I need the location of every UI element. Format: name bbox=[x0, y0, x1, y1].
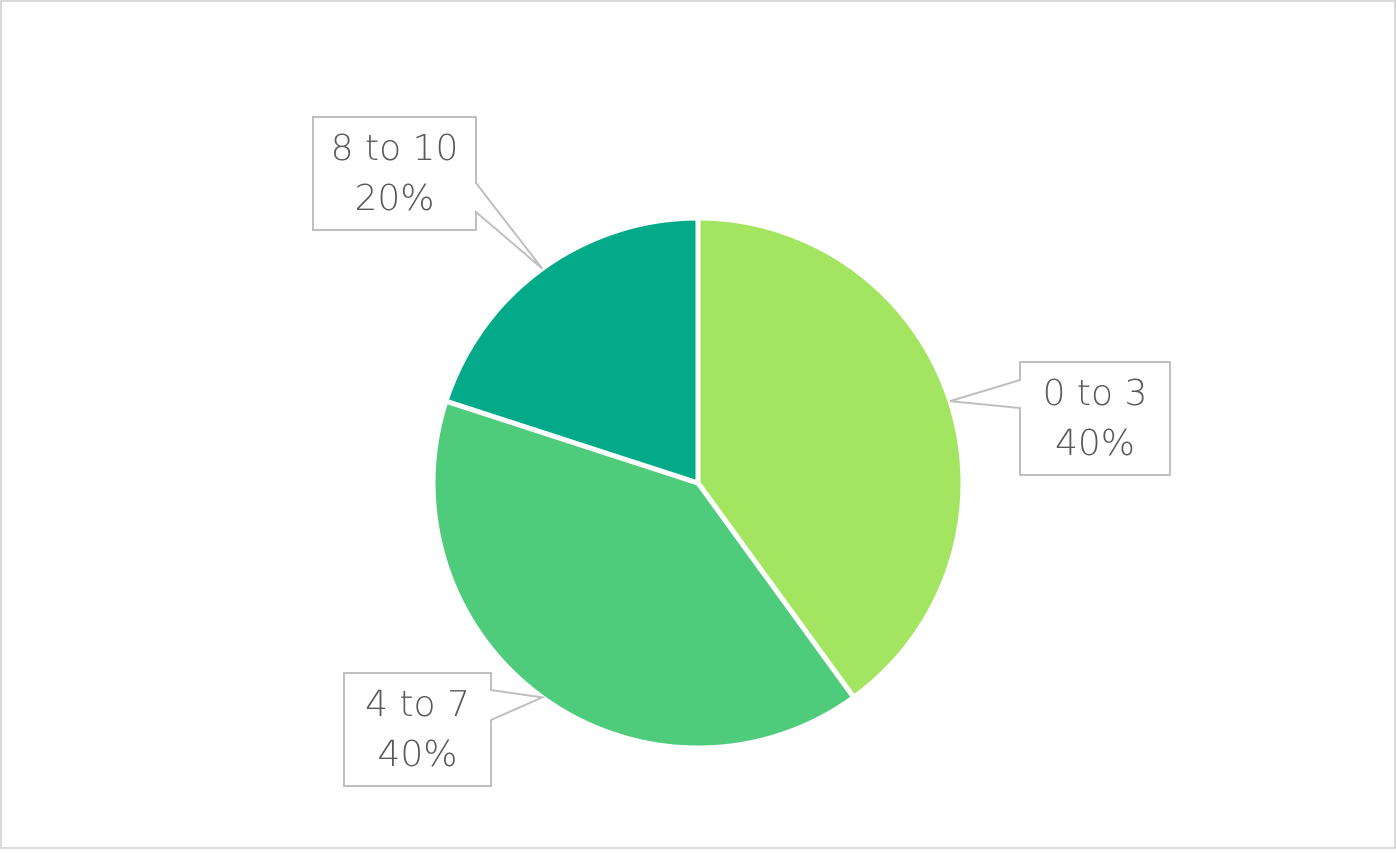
category-label: 4 to 7 bbox=[365, 684, 470, 725]
data-callout bbox=[343, 672, 546, 787]
value-label: 20% bbox=[354, 178, 434, 219]
category-label: 8 to 10 bbox=[331, 128, 459, 169]
value-label: 40% bbox=[377, 734, 457, 775]
data-callout bbox=[312, 116, 544, 270]
value-label: 40% bbox=[1055, 423, 1135, 464]
data-callout bbox=[949, 361, 1171, 476]
category-label: 0 to 3 bbox=[1043, 373, 1148, 414]
